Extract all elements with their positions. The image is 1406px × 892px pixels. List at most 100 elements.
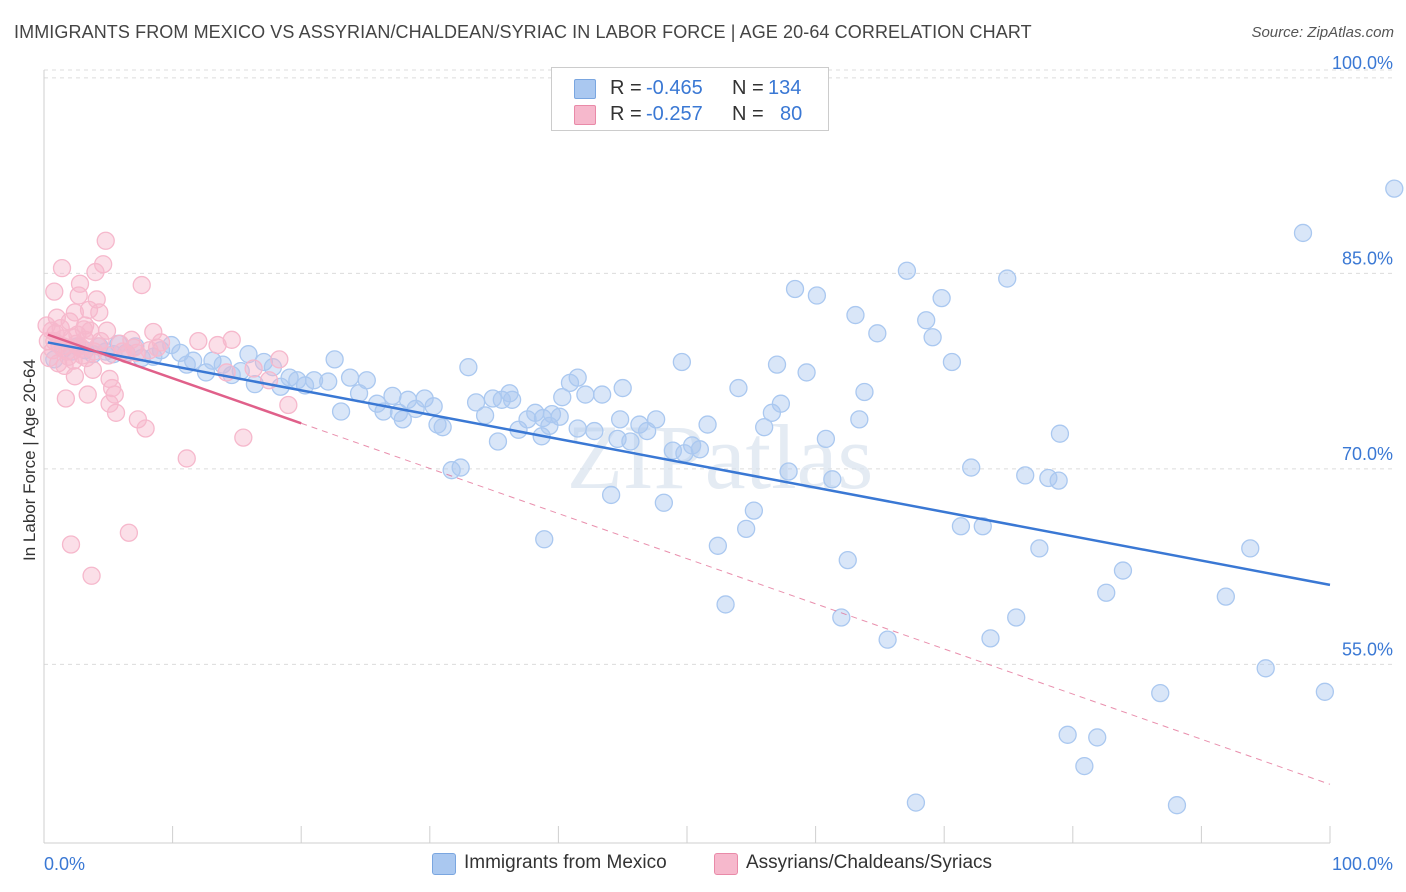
y-tick-label: 85.0% [1342,248,1393,268]
point-mexico [325,350,344,369]
point-mexico [744,501,764,520]
point-mexico [663,441,683,460]
point-mexico [540,416,559,436]
point-mexico [1058,725,1077,744]
point-mexico [923,328,942,347]
point-mexico [708,536,728,555]
point-mexico [823,470,842,489]
point-mexico [942,352,962,372]
point-assyrian [132,275,151,295]
point-assyrian [222,330,241,349]
trend-line-assyrian [47,333,302,425]
point-mexico [610,410,630,429]
point-mexico [646,410,666,429]
point-mexico [428,415,447,434]
point-mexico [550,407,569,426]
point-mexico [1007,608,1026,627]
y-axis-label: In Labor Force | Age 20-64 [20,359,39,561]
point-mexico [331,402,351,421]
y-tick-label: 55.0% [1342,639,1393,659]
point-mexico [1050,424,1070,443]
point-assyrian [45,282,64,301]
point-mexico [500,384,519,403]
point-assyrian [52,258,72,278]
axes [43,70,1331,844]
point-mexico [716,595,735,614]
point-assyrian [56,389,76,408]
point-assyrian [70,274,90,293]
point-mexico [613,378,632,398]
point-mexico [807,286,827,305]
point-assyrian [100,369,119,389]
point-mexico [729,378,748,398]
point-assyrian [83,360,103,379]
point-mexico [1385,179,1404,198]
point-mexico [592,385,612,404]
point-mexico [340,368,360,387]
point-mexico [1293,223,1313,243]
point-mexico [585,421,604,441]
trend-line-assyrian-extrapolated [301,422,1331,785]
stats-swatch-assyrian [574,105,596,125]
point-assyrian [90,303,109,322]
point-assyrian [82,566,101,585]
trend-line-mexico [47,341,1331,587]
chart-title: IMMIGRANTS FROM MEXICO VS ASSYRIAN/CHALD… [14,22,1032,42]
point-assyrian [136,419,155,438]
n-value: 80 [780,103,803,125]
point-assyrian [106,403,126,422]
point-mexico [1113,561,1133,580]
legend-label-assyrian: Assyrians/Chaldeans/Syriacs [746,852,993,873]
point-assyrian [65,303,85,322]
point-mexico [1016,466,1035,485]
point-mexico [878,630,897,649]
point-mexico [675,444,694,463]
n-label: N = [732,77,764,99]
r-value: -0.257 [646,103,703,125]
point-assyrian [151,333,171,352]
point-mexico [304,371,324,390]
r-label: R = [610,77,642,99]
point-mexico [698,415,717,434]
point-mexico [1151,683,1170,703]
point-mexico [906,793,926,812]
point-mexico [832,608,851,627]
stats-box: R = -0.465 N = 134 R = -0.257 N = 80 [551,67,829,131]
point-assyrian [244,359,263,378]
point-mexico [1167,796,1187,815]
point-assyrian [279,395,298,415]
point-mexico [785,279,805,299]
point-assyrian [177,449,196,468]
point-mexico [690,440,710,459]
point-mexico [568,419,587,438]
stats-swatch-mexico [574,79,596,99]
point-mexico [568,368,587,387]
point-mexico [254,352,274,372]
n-label: N = [732,103,764,125]
point-mexico [797,363,816,382]
y-tick-label: 70.0% [1342,444,1393,464]
point-mexico [239,345,258,364]
point-mexico [855,382,874,402]
series-assyrian-points [37,231,298,585]
point-assyrian [65,367,85,386]
point-mexico [672,352,692,372]
point-mexico [767,355,787,374]
point-mexico [998,269,1017,288]
point-mexico [755,418,774,437]
watermark: ZIPatlas [567,406,874,508]
point-mexico [1241,539,1260,558]
point-mexico [917,311,936,330]
point-mexico [608,429,627,449]
point-mexico [973,517,992,536]
r-label: R = [610,103,642,125]
point-mexico [1216,587,1235,606]
point-mexico [1088,728,1107,747]
legend-swatch-assyrian [714,853,738,875]
point-mexico [897,261,917,280]
point-mexico [319,372,338,391]
point-mexico [1315,682,1335,701]
point-mexico [1030,539,1049,558]
point-mexico [1049,471,1068,490]
